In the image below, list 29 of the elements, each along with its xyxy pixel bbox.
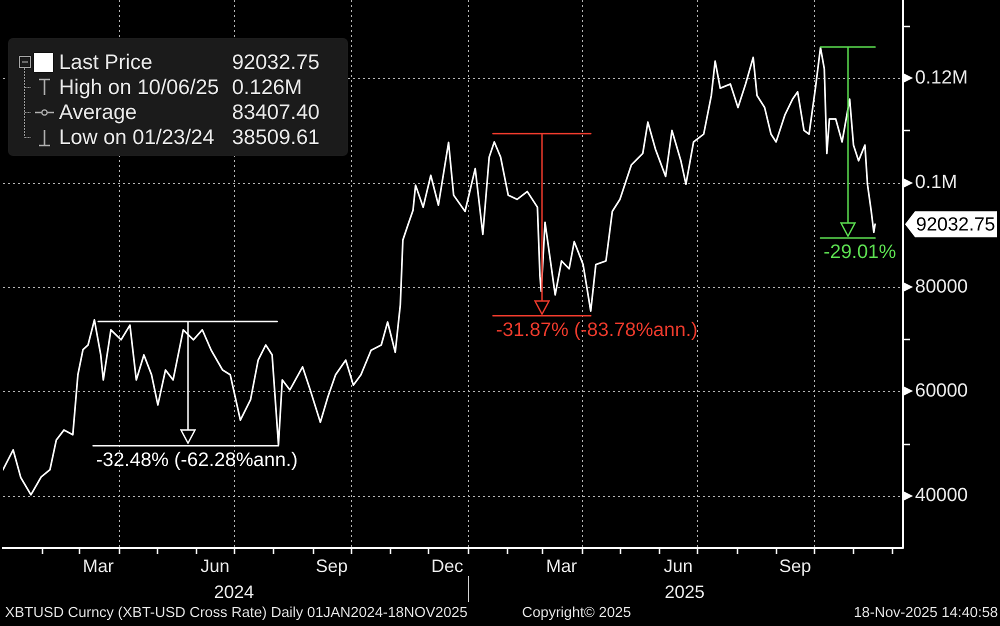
x2-tick-label: 2025 xyxy=(664,582,705,602)
annotation: High on 10/06/25 xyxy=(59,76,220,100)
x-tick-label: Mar xyxy=(82,556,114,576)
x2-tick-label: 2024 xyxy=(214,582,254,602)
x-tick-label: Mar xyxy=(546,556,578,576)
legend-label: Last Price xyxy=(59,50,154,74)
annotation: Average xyxy=(59,100,138,124)
text: XBTUSD Curncy (XBT-USD Cross Rate) Daily 01JAN2024-18NOV2025 xyxy=(5,605,468,621)
y-tick-label: 60000 xyxy=(915,380,968,402)
annotation: -29.01% xyxy=(823,241,896,264)
annotation: -31.87% (-83.78%ann.) xyxy=(496,318,698,341)
annotation: 38509.61 xyxy=(232,126,321,150)
x-tick-label: Dec xyxy=(431,556,464,576)
y-tick-label: 80000 xyxy=(915,276,968,298)
y-tick-label: 0.1M xyxy=(915,172,958,193)
text: 18-Nov-2025 14:40:58 xyxy=(854,605,998,621)
annotation: -32.48% (-62.28%ann.) xyxy=(96,448,298,471)
annotation: 83407.40 xyxy=(232,100,321,124)
annotation: Low on 01/23/24 xyxy=(59,126,216,150)
y-tick-label: 40000 xyxy=(915,485,968,506)
x-tick-label: Sep xyxy=(779,556,812,576)
x-tick-label: Sep xyxy=(316,556,348,576)
y-tick-label: 0.12M xyxy=(915,68,968,89)
x-tick-label: Jun xyxy=(664,556,693,576)
text: Copyright© 2025 xyxy=(522,605,632,621)
x-tick-label: Jun xyxy=(200,556,230,576)
annotation: 0.126M xyxy=(232,76,304,100)
text: 92032.75 xyxy=(916,214,996,236)
annotation: 92032.75 xyxy=(232,50,321,74)
